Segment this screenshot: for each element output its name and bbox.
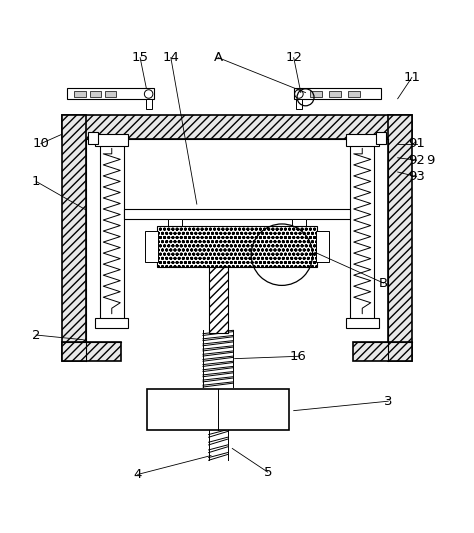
Text: 9: 9: [427, 154, 435, 167]
Text: 92: 92: [408, 154, 425, 167]
Bar: [296, 99, 302, 109]
Bar: [147, 390, 289, 430]
Bar: [146, 99, 152, 109]
Bar: [376, 132, 386, 143]
Bar: [346, 134, 379, 146]
Bar: [209, 266, 228, 333]
Bar: [156, 227, 318, 266]
Bar: [310, 91, 322, 97]
Text: 16: 16: [290, 350, 307, 363]
Bar: [294, 88, 381, 99]
Bar: [90, 91, 101, 97]
Bar: [316, 231, 329, 262]
Text: 11: 11: [403, 71, 420, 84]
Bar: [124, 209, 350, 219]
Bar: [105, 91, 117, 97]
Bar: [100, 139, 124, 323]
Text: 91: 91: [408, 137, 425, 150]
Text: 5: 5: [264, 466, 272, 479]
Text: 4: 4: [134, 468, 142, 481]
Bar: [88, 132, 98, 143]
Text: 1: 1: [32, 175, 40, 188]
Text: 15: 15: [132, 51, 149, 64]
Bar: [62, 115, 412, 139]
Text: B: B: [379, 277, 388, 289]
Bar: [62, 115, 86, 361]
Bar: [74, 91, 86, 97]
Text: 2: 2: [32, 328, 40, 342]
Text: 12: 12: [285, 51, 302, 64]
Bar: [62, 342, 121, 361]
Text: 14: 14: [163, 51, 179, 64]
Bar: [353, 342, 412, 361]
Text: 3: 3: [384, 395, 392, 408]
Bar: [168, 219, 182, 233]
Text: 93: 93: [408, 170, 425, 183]
Bar: [388, 115, 412, 361]
Text: A: A: [213, 51, 223, 64]
Bar: [292, 219, 306, 233]
Text: 10: 10: [32, 137, 49, 150]
Bar: [67, 88, 155, 99]
Bar: [95, 318, 128, 328]
Bar: [95, 134, 128, 146]
Bar: [350, 139, 374, 323]
Bar: [348, 91, 360, 97]
Bar: [346, 318, 379, 328]
Bar: [329, 91, 341, 97]
Bar: [145, 231, 158, 262]
